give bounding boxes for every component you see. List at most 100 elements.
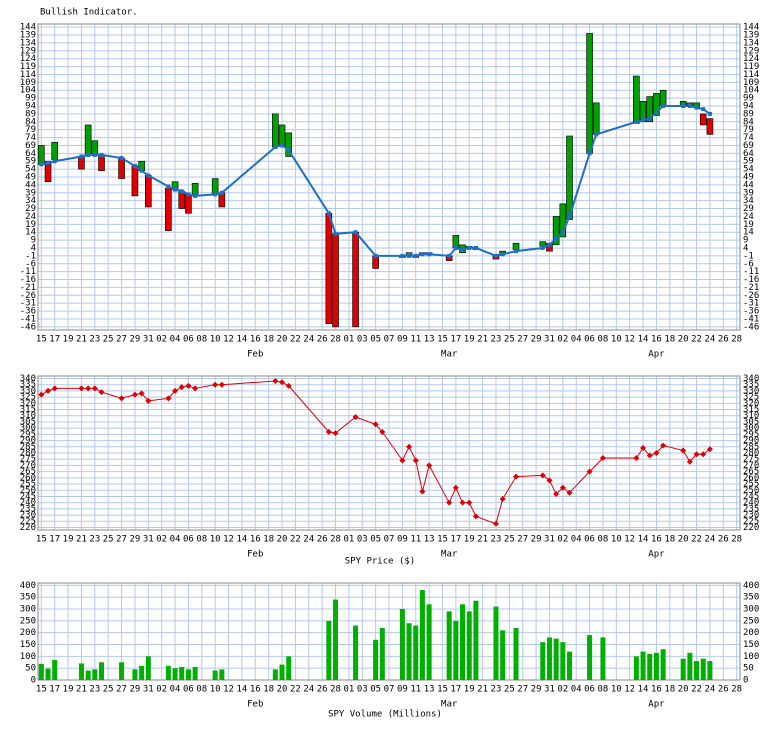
y-tick-label-right: -36 xyxy=(743,307,759,317)
y-tick-label: 139 xyxy=(20,31,36,41)
price-point xyxy=(459,499,466,506)
indicator-point xyxy=(413,253,418,258)
indicator-point xyxy=(493,253,498,258)
x-tick-label: 19 xyxy=(63,335,74,345)
price-point xyxy=(599,454,606,461)
price-point xyxy=(145,397,152,404)
x-tick-label: 04 xyxy=(571,535,582,545)
y-tick-label-right: -41 xyxy=(743,314,759,324)
indicator-bar xyxy=(352,231,359,328)
indicator-point xyxy=(166,184,171,189)
volume-bar xyxy=(45,668,51,680)
price-point xyxy=(553,490,560,497)
indicator-bar xyxy=(586,33,593,154)
y-tick-label-right: 230 xyxy=(743,511,759,521)
y-tick-label-right: -11 xyxy=(743,267,759,277)
volume-bar xyxy=(633,656,639,680)
y-tick-label-right: 124 xyxy=(743,54,759,64)
price-point xyxy=(352,413,359,420)
x-tick-label: 31 xyxy=(544,535,555,545)
y-tick-label: 265 xyxy=(20,467,36,477)
y-tick-label-right: 260 xyxy=(743,473,759,483)
indicator-point xyxy=(179,189,184,194)
y-tick-label: 305 xyxy=(20,417,36,427)
price-point xyxy=(51,385,58,392)
volume-bar xyxy=(219,669,225,680)
price-point xyxy=(178,384,185,391)
indicator-point xyxy=(407,253,412,258)
y-tick-label: -6 xyxy=(25,259,36,269)
x-tick-label: 19 xyxy=(63,535,74,545)
indicator-bar xyxy=(165,187,172,231)
indicator-point xyxy=(39,162,44,167)
volume-bar xyxy=(185,669,191,680)
volume-bar xyxy=(540,642,546,680)
x-tick-label: 14 xyxy=(236,685,247,695)
x-tick-label: 12 xyxy=(624,685,635,695)
y-tick-label: 124 xyxy=(20,54,36,64)
y-tick-label: 104 xyxy=(20,86,36,96)
price-point xyxy=(131,391,138,398)
x-tick-label: 24 xyxy=(704,685,715,695)
indicator-point xyxy=(373,253,378,258)
x-tick-label: 06 xyxy=(183,335,194,345)
y-tick-label: 270 xyxy=(20,461,36,471)
indicator-bar xyxy=(552,216,560,246)
indicator-bar xyxy=(566,135,573,220)
volume-bar xyxy=(546,637,552,680)
price-point xyxy=(452,484,459,491)
price-point xyxy=(185,382,192,389)
price-point xyxy=(513,473,520,480)
y-tick-label-right: 114 xyxy=(743,70,759,80)
y-tick-label: 310 xyxy=(20,411,36,421)
y-tick-label-right: 250 xyxy=(743,616,759,626)
y-tick-label-right: 100 xyxy=(743,652,759,662)
x-tick-label: 15 xyxy=(437,685,448,695)
month-label: Apr xyxy=(648,550,665,560)
indicator-point xyxy=(146,173,151,178)
indicator-point xyxy=(333,231,338,236)
volume-bar xyxy=(687,652,693,680)
indicator-bar xyxy=(633,75,640,124)
y-tick-label: 255 xyxy=(20,480,36,490)
indicator-point xyxy=(353,230,358,235)
x-tick-label: 26 xyxy=(317,685,328,695)
x-tick-label: 09 xyxy=(397,335,408,345)
y-tick-label: -31 xyxy=(20,299,36,309)
x-tick-label: 01 xyxy=(343,535,354,545)
y-tick-label-right: 200 xyxy=(743,628,759,638)
indicator-point xyxy=(186,192,191,197)
x-tick-label: 21 xyxy=(477,685,488,695)
x-tick-label: 08 xyxy=(196,335,207,345)
price-point xyxy=(466,499,473,506)
x-tick-label: 15 xyxy=(36,685,47,695)
volume-bar xyxy=(165,665,171,680)
volume-bar xyxy=(286,656,292,680)
x-tick-label: 14 xyxy=(236,535,247,545)
y-tick-label-right: 134 xyxy=(743,38,759,48)
price-point xyxy=(412,457,419,464)
x-tick-label: 15 xyxy=(36,335,47,345)
volume-bar xyxy=(78,663,84,680)
x-tick-label: 21 xyxy=(477,535,488,545)
plot-border xyxy=(37,375,741,531)
volume-bar xyxy=(560,642,566,680)
y-tick-label: 400 xyxy=(20,581,36,591)
y-tick-label-right: -6 xyxy=(743,259,754,269)
indicator-bar xyxy=(699,113,707,126)
indicator-point xyxy=(707,111,712,116)
y-tick-label: 315 xyxy=(20,405,36,415)
y-tick-label-right: 109 xyxy=(743,78,759,88)
price-point xyxy=(492,520,499,527)
volume-bar xyxy=(653,652,659,680)
y-tick-label-right: 325 xyxy=(743,393,759,403)
month-label: Mar xyxy=(441,550,458,560)
y-tick-label: 114 xyxy=(20,70,36,80)
x-tick-label: 06 xyxy=(584,335,595,345)
x-tick-label: 17 xyxy=(450,335,461,345)
y-tick-label-right: 89 xyxy=(743,109,754,119)
price-point xyxy=(660,442,667,449)
y-tick-label: 330 xyxy=(20,386,36,396)
x-tick-label: 17 xyxy=(49,535,60,545)
price-point xyxy=(85,385,92,392)
